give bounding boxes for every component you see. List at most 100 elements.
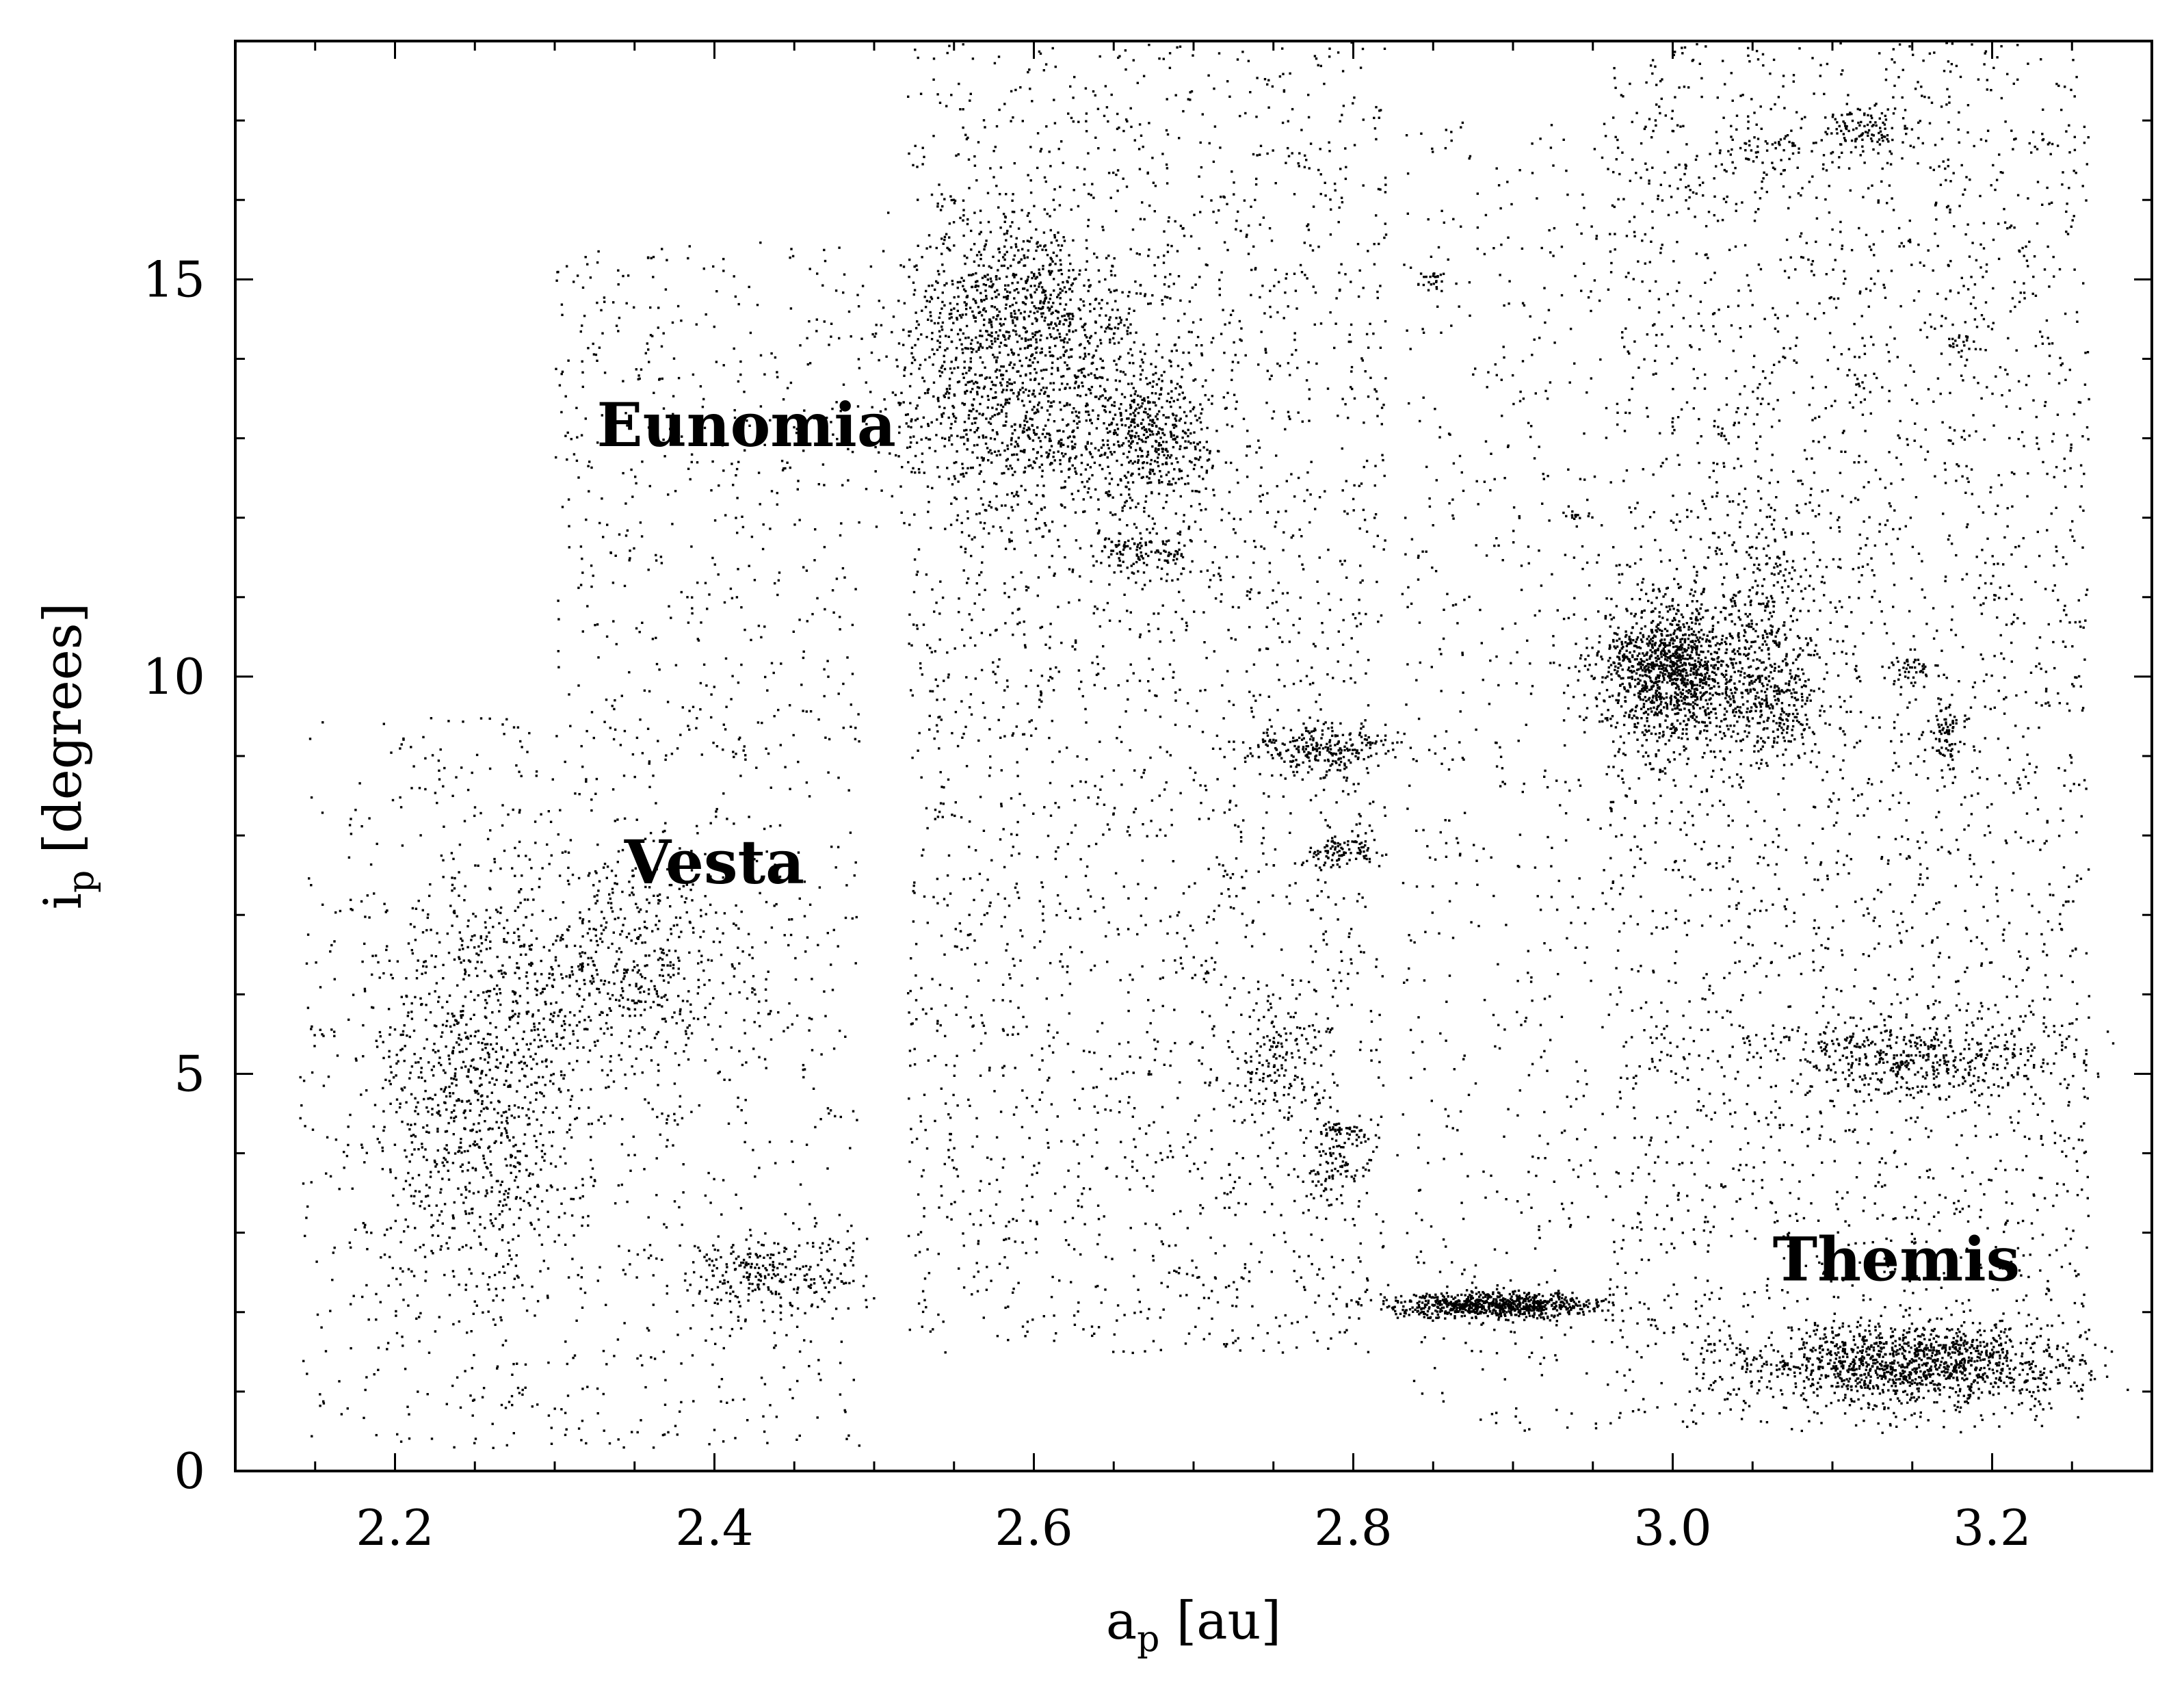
data-point: [816, 272, 819, 275]
data-point: [521, 746, 523, 749]
data-point: [1382, 1245, 1385, 1248]
data-point: [1012, 732, 1015, 735]
data-point: [1131, 499, 1133, 502]
data-point: [579, 584, 583, 586]
data-point: [1257, 592, 1260, 595]
data-point: [1189, 1170, 1192, 1173]
data-point: [718, 1385, 721, 1388]
data-point: [592, 342, 594, 346]
data-point: [1185, 1294, 1188, 1297]
data-point: [1919, 328, 1922, 331]
data-point: [1036, 1223, 1038, 1225]
data-point: [1287, 146, 1289, 150]
data-point: [1604, 135, 1607, 138]
data-point: [1019, 929, 1022, 932]
data-point: [594, 353, 598, 356]
data-point: [1944, 468, 1947, 471]
data-point: [791, 255, 795, 258]
data-point: [1551, 573, 1553, 576]
data-point: [1159, 920, 1162, 922]
data-point: [392, 1076, 395, 1079]
data-point: [391, 798, 395, 802]
data-point: [1155, 1161, 1157, 1164]
data-point: [581, 360, 583, 363]
data-point: [460, 1193, 463, 1196]
data-point: [1543, 1050, 1546, 1052]
data-point: [521, 1393, 524, 1396]
data-point: [1329, 311, 1332, 314]
data-point: [1040, 694, 1042, 697]
data-point: [826, 1167, 829, 1170]
data-point: [1024, 646, 1027, 649]
data-point: [711, 460, 714, 463]
data-point: [1117, 684, 1120, 687]
data-point: [1462, 758, 1465, 761]
data-point: [1107, 921, 1110, 924]
data-point: [647, 426, 650, 429]
data-point: [1015, 725, 1018, 728]
data-point: [528, 731, 531, 735]
data-point: [1953, 1212, 1956, 1215]
data-point: [950, 309, 953, 311]
data-point: [1003, 592, 1006, 595]
data-point: [1694, 1422, 1698, 1425]
data-point: [1266, 83, 1269, 86]
data-point: [651, 335, 654, 337]
data-point: [1547, 835, 1549, 839]
data-point: [399, 1240, 402, 1244]
data-point: [1531, 172, 1534, 174]
data-point: [764, 675, 767, 679]
data-point: [1052, 1036, 1055, 1039]
data-point: [1148, 689, 1151, 692]
data-point: [1233, 987, 1236, 990]
data-point: [1997, 1094, 2001, 1097]
data-point: [1000, 805, 1003, 807]
data-point: [365, 1376, 368, 1379]
data-point: [1212, 210, 1215, 213]
data-point: [1302, 1180, 1304, 1183]
data-point: [1601, 891, 1604, 895]
data-point: [2019, 955, 2022, 958]
data-point: [1349, 664, 1352, 667]
data-point: [1141, 965, 1144, 968]
data-point: [1590, 290, 1592, 293]
data-point: [932, 78, 935, 81]
data-point: [1285, 480, 1288, 482]
data-point: [1083, 1223, 1086, 1225]
data-point: [1262, 216, 1265, 219]
data-point: [988, 728, 991, 731]
data-point: [1025, 1184, 1028, 1187]
data-point: [2073, 215, 2075, 218]
data-point: [1298, 632, 1300, 634]
data-point: [305, 962, 308, 965]
data-point: [1096, 803, 1098, 805]
data-point: [1014, 445, 1016, 448]
data-point: [1322, 723, 1326, 725]
data-point: [1038, 1162, 1040, 1164]
data-point: [975, 1135, 979, 1138]
data-point: [1336, 1084, 1339, 1087]
data-point: [596, 441, 599, 444]
data-point: [1062, 375, 1065, 378]
data-point: [975, 429, 978, 432]
data-point: [1153, 522, 1156, 525]
data-point: [1066, 971, 1068, 974]
data-point: [568, 693, 570, 696]
data-point: [1044, 63, 1048, 66]
data-point: [1538, 1236, 1541, 1240]
data-point: [1352, 1218, 1354, 1221]
data-point: [1434, 570, 1438, 573]
data-point: [1211, 402, 1213, 405]
data-point: [1303, 1086, 1306, 1089]
data-point: [1172, 434, 1175, 437]
data-point: [979, 796, 982, 798]
data-point: [424, 1279, 427, 1282]
data-point: [1520, 1211, 1523, 1214]
data-point: [1282, 531, 1285, 534]
data-point: [1440, 690, 1443, 692]
data-point: [1723, 465, 1726, 468]
data-point: [1194, 414, 1197, 417]
data-point: [1189, 235, 1193, 238]
data-point: [348, 824, 352, 827]
data-point: [1192, 406, 1196, 409]
